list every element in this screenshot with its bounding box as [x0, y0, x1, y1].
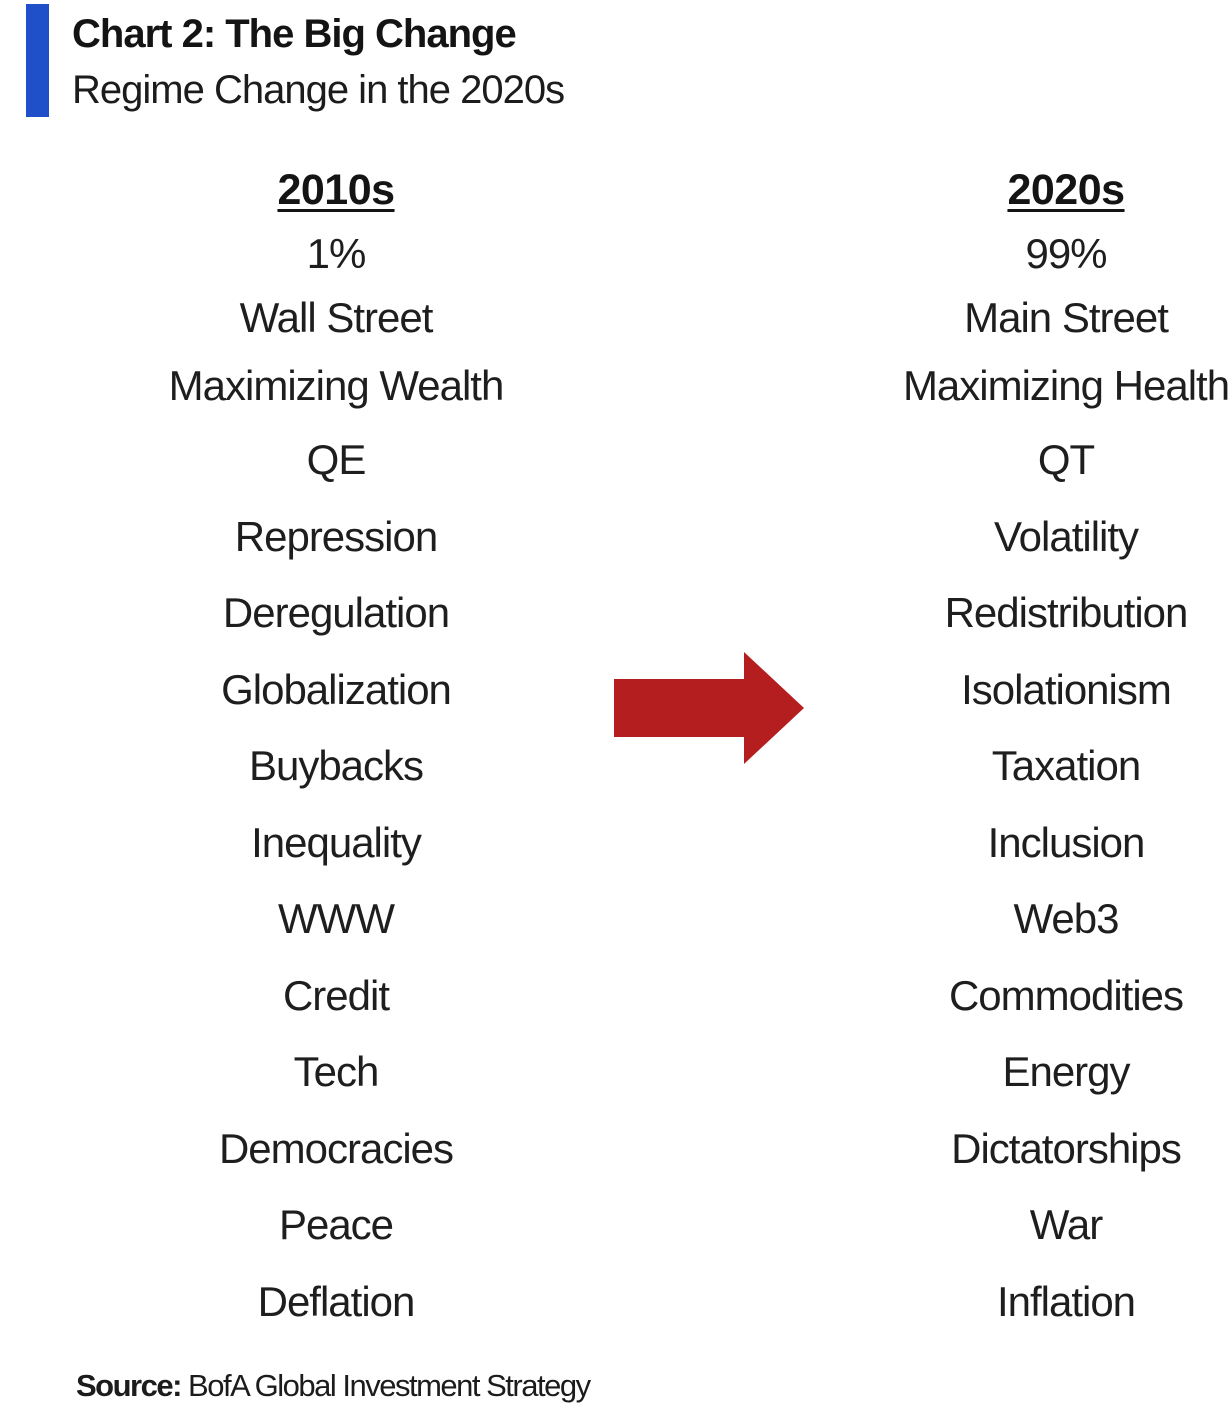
list-item: Deflation [257, 1277, 416, 1325]
arrow-shape [614, 652, 804, 764]
list-item: QE [306, 436, 367, 483]
list-item: Inflation [996, 1277, 1136, 1325]
source-label: Source: [76, 1368, 182, 1403]
chart-subtitle: Regime Change in the 2020s [72, 68, 565, 112]
list-item: Commodities [948, 971, 1184, 1019]
list-item: Maximizing Health [902, 362, 1228, 409]
source-note: Source: BofA Global Investment Strategy [76, 1364, 591, 1408]
list-item: Deregulation [222, 589, 450, 636]
list-item: WWW [278, 895, 395, 942]
list-2010s: 1% Wall Street Maximizing Wealth QE Repressi… [96, 222, 576, 1340]
list-item: Taxation [991, 742, 1141, 789]
list-item: Energy [1002, 1048, 1130, 1095]
list-item: Tech [293, 1048, 380, 1095]
list-item: Peace [278, 1201, 394, 1248]
list-item: Wall Street [239, 294, 434, 341]
list-item: 1% [306, 230, 367, 277]
list-item: Redistribution [944, 589, 1189, 636]
column-2020s: 2020s 99% Main Street Maximizing Health QT V… [826, 158, 1228, 1340]
right-arrow-icon [614, 652, 804, 764]
column-heading-2010s: 2010s [277, 166, 395, 214]
list-item: Maximizing Wealth [168, 362, 505, 409]
list-2020s: 99% Main Street Maximizing Health QT Volatil… [826, 222, 1228, 1340]
list-item: Credit [282, 971, 390, 1019]
list-item: 99% [1025, 230, 1107, 277]
list-item: Inclusion [987, 818, 1146, 866]
source-text: BofA Global Investment Strategy [188, 1368, 591, 1403]
list-item: QT [1037, 436, 1095, 483]
list-item: Volatility [993, 512, 1139, 560]
list-item: Main Street [964, 294, 1169, 341]
chart-title: Chart 2: The Big Change [72, 12, 517, 56]
column-heading-2020s: 2020s [1007, 166, 1125, 214]
list-item: Globalization [221, 665, 452, 713]
list-item: War [1029, 1201, 1103, 1248]
list-item: Dictatorships [951, 1124, 1182, 1172]
list-item: Democracies [218, 1124, 454, 1172]
list-item: Inequality [251, 818, 422, 866]
title-accent-bar [26, 4, 49, 117]
list-item: Web3 [1013, 895, 1120, 942]
list-item: Isolationism [961, 665, 1172, 713]
list-item: Repression [234, 512, 438, 560]
column-2010s: 2010s 1% Wall Street Maximizing Wealth QE Re… [96, 158, 576, 1340]
list-item: Buybacks [248, 742, 424, 789]
